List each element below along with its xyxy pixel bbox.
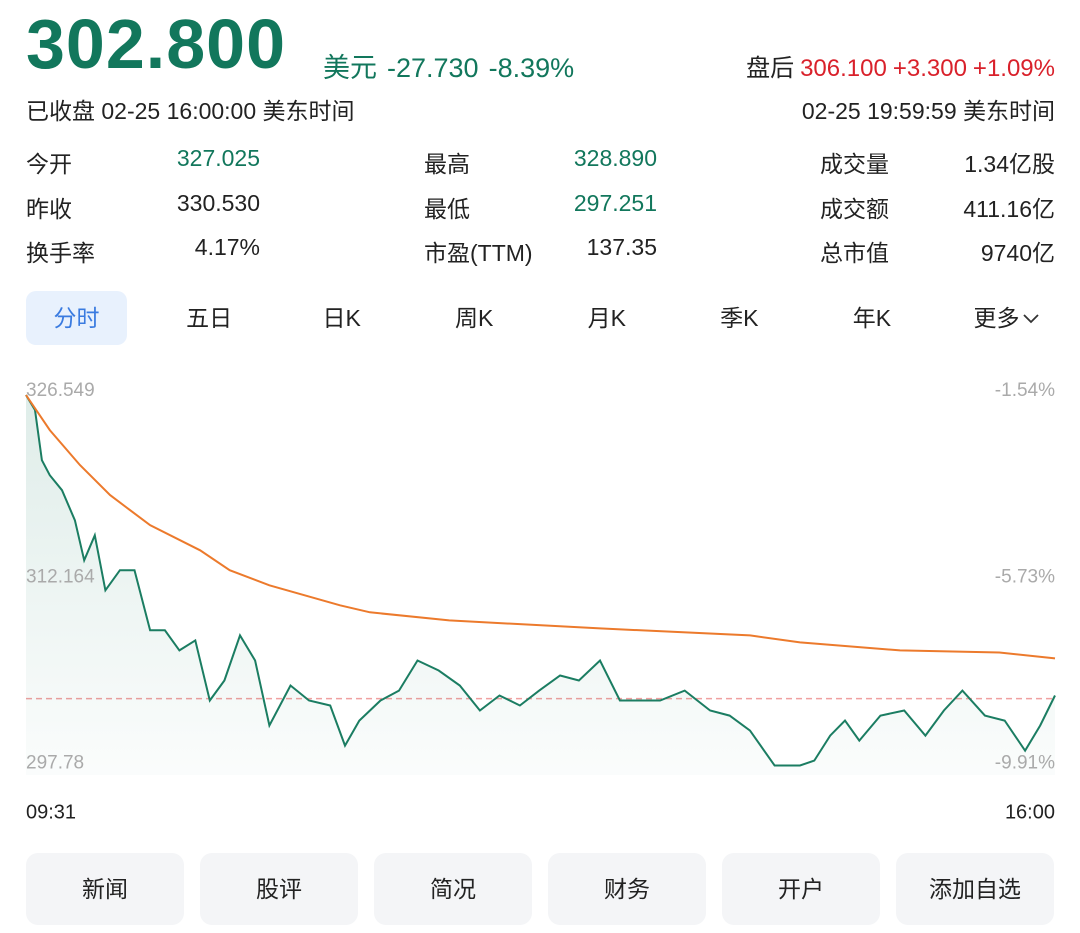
tab[interactable]: 日K <box>322 305 361 331</box>
tab[interactable]: 更多 <box>954 291 1055 345</box>
line <box>25 394 1056 660</box>
chevron <box>1022 314 1039 324</box>
stat-label: 市盈(TTM) <box>424 240 533 266</box>
button[interactable]: 财务 <box>548 853 706 925</box>
stat-value: 137.35 <box>586 234 657 260</box>
after-hours: 盘后 306.100 +3.300 +1.09% <box>740 48 1055 83</box>
change: 美元 -27.730 -8.39% <box>323 46 584 85</box>
tab[interactable]: 月K <box>587 305 626 331</box>
stat-label: 最低 <box>424 196 470 222</box>
area <box>26 395 1055 775</box>
y-tick-label: 297.78 <box>26 753 84 774</box>
y2-tick-label: -1.54% <box>995 380 1055 401</box>
button[interactable]: 股评 <box>200 853 358 925</box>
tab[interactable]: 季K <box>720 305 759 331</box>
stat-value: 4.17% <box>194 234 260 260</box>
x-tick-label: 09:31 <box>26 801 76 823</box>
stat-value: 297.251 <box>573 190 657 216</box>
button[interactable]: 新闻 <box>26 853 184 925</box>
tab[interactable]: 年K <box>852 305 892 331</box>
tab[interactable]: 分时 <box>26 291 127 345</box>
after-hours-time: 02-25 19:59:59 美东时间 <box>801 98 1055 124</box>
stat-label: 总市值 <box>820 240 889 266</box>
y-tick-label: 326.549 <box>26 380 95 401</box>
after-hours-change: +3.300 <box>892 55 967 82</box>
button[interactable]: 添加自选 <box>896 853 1054 925</box>
price: 302.800 <box>26 5 287 83</box>
y2-tick-label: -9.91% <box>995 752 1055 773</box>
stat-label: 最高 <box>424 151 470 177</box>
stat-value: 328.890 <box>573 145 657 171</box>
tab[interactable]: 五日 <box>186 305 233 331</box>
currency: 美元 <box>323 53 377 83</box>
tab[interactable]: 周K <box>455 305 494 331</box>
stat-value: 411.16亿 <box>963 196 1055 222</box>
after-hours-price: 306.100 <box>800 55 887 82</box>
stat-label: 换手率 <box>26 240 95 266</box>
status: 已收盘 02-25 16:00:00 美东时间 <box>26 98 355 124</box>
x-tick-label: 16:00 <box>1005 801 1055 823</box>
button[interactable]: 开户 <box>722 853 880 925</box>
stat-label: 昨收 <box>26 196 72 222</box>
line <box>25 394 1056 767</box>
change-pct: -8.39% <box>488 53 575 83</box>
stat-value: 327.025 <box>176 145 260 171</box>
stat-label: 成交量 <box>820 151 889 177</box>
after-hours-pct: +1.09% <box>972 55 1055 82</box>
stat-label: 今开 <box>26 151 72 177</box>
stat-label: 成交额 <box>820 196 889 222</box>
stat-value: 330.530 <box>176 190 260 216</box>
button[interactable]: 简况 <box>374 853 532 925</box>
stat-value: 9740亿 <box>980 240 1055 266</box>
stat-value: 1.34亿股 <box>964 151 1055 177</box>
change-value: -27.730 <box>387 53 479 83</box>
y-tick-label: 312.164 <box>26 566 95 587</box>
after-hours-label: 盘后 <box>746 55 795 82</box>
y2-tick-label: -5.73% <box>995 567 1055 588</box>
